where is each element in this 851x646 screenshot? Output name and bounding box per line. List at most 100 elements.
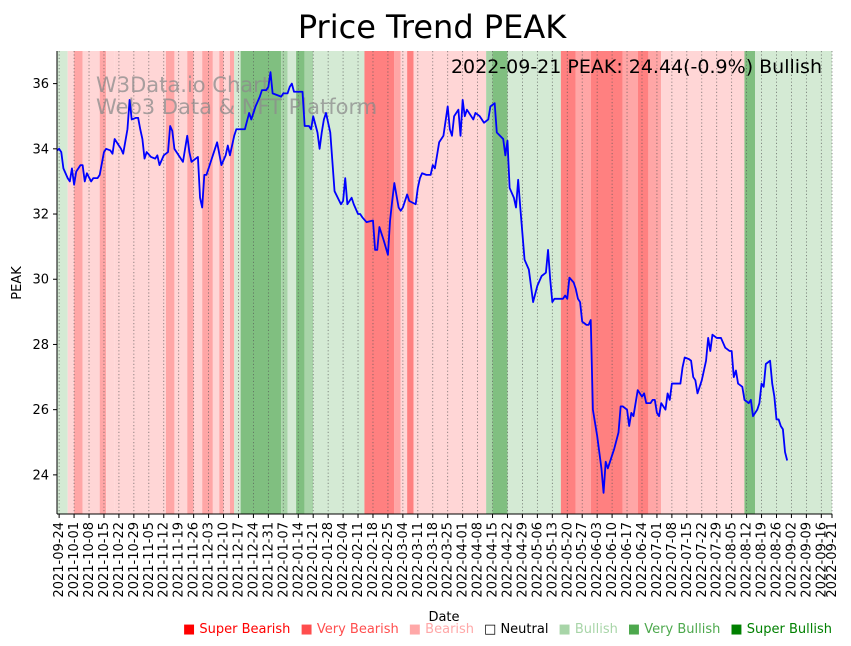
x-tick-label-2022-09-09: 2022-09-09 bbox=[799, 522, 814, 598]
x-tick-label-2022-08-05: 2022-08-05 bbox=[725, 522, 740, 598]
x-tick-label-2021-10-01: 2021-10-01 bbox=[67, 522, 82, 598]
x-tick-label-2022-03-04: 2022-03-04 bbox=[396, 522, 411, 598]
sentiment-band-2 bbox=[74, 51, 83, 514]
sentiment-band-3 bbox=[82, 51, 100, 514]
x-tick-label-2022-08-26: 2022-08-26 bbox=[769, 522, 784, 598]
x-tick-label-2022-07-29: 2022-07-29 bbox=[710, 522, 725, 598]
sentiment-band-32 bbox=[575, 51, 591, 514]
sentiment-band-26 bbox=[407, 51, 414, 514]
x-tick-label-2021-12-17: 2021-12-17 bbox=[231, 522, 246, 598]
sentiment-band-38 bbox=[744, 51, 756, 514]
y-tick-label-32: 32 bbox=[32, 208, 49, 223]
x-tick-label-2022-07-01: 2022-07-01 bbox=[650, 522, 665, 598]
x-tick-label-2021-11-05: 2021-11-05 bbox=[142, 522, 157, 598]
x-tick-label-2022-02-25: 2022-02-25 bbox=[381, 522, 396, 598]
watermark-line-1: W3Data.io Chart bbox=[96, 73, 270, 97]
sentiment-band-4 bbox=[99, 51, 107, 514]
chart-title: Price Trend PEAK bbox=[298, 8, 567, 46]
x-tick-label-2022-06-10: 2022-06-10 bbox=[605, 522, 620, 598]
sentiment-band-25 bbox=[400, 51, 408, 514]
x-tick-label-2022-09-21: 2022-09-21 bbox=[825, 522, 840, 598]
y-tick-label-34: 34 bbox=[32, 142, 49, 157]
x-tick-label-2022-01-28: 2022-01-28 bbox=[321, 522, 336, 598]
sentiment-band-36 bbox=[648, 51, 662, 514]
price-line bbox=[56, 71, 789, 494]
sentiment-band-39 bbox=[755, 51, 832, 514]
x-ticks: 2021-09-24 2021-10-01 2021-10-08 2021-10-15… bbox=[52, 514, 840, 598]
x-tick-label-2022-07-22: 2022-07-22 bbox=[695, 522, 710, 598]
sentiment-band-22 bbox=[313, 51, 365, 514]
x-tick-label-2022-02-18: 2022-02-18 bbox=[366, 522, 381, 598]
x-tick-label-2022-04-22: 2022-04-22 bbox=[500, 522, 515, 598]
legend-item-bullish: ■ Bullish bbox=[558, 622, 617, 637]
x-tick-label-2022-06-03: 2022-06-03 bbox=[590, 522, 605, 598]
legend-item-bearish: ■ Bearish bbox=[409, 622, 474, 637]
sentiment-band-16 bbox=[234, 51, 241, 514]
x-tick-label-2022-06-24: 2022-06-24 bbox=[635, 522, 650, 598]
sentiment-band-13 bbox=[219, 51, 224, 514]
x-tick-label-2021-10-22: 2021-10-22 bbox=[112, 522, 127, 598]
sentiment-band-1 bbox=[67, 51, 75, 514]
vertical-gridlines bbox=[58, 51, 833, 514]
x-tick-label-2022-04-29: 2022-04-29 bbox=[515, 522, 530, 598]
y-tick-label-26: 26 bbox=[32, 403, 49, 418]
legend: ■ Super Bullish ■ Very Bullish ■ Bullish □ … bbox=[183, 622, 832, 637]
sentiment-bands bbox=[57, 51, 832, 514]
x-tick-label-2022-06-17: 2022-06-17 bbox=[620, 522, 635, 598]
x-tick-label-2022-09-16: 2022-09-16 bbox=[814, 522, 829, 598]
x-tick-label-2021-10-15: 2021-10-15 bbox=[97, 522, 112, 598]
sentiment-band-19 bbox=[287, 51, 297, 514]
y-tick-label-36: 36 bbox=[32, 77, 49, 92]
x-tick-label-2022-05-27: 2022-05-27 bbox=[575, 522, 590, 598]
x-tick-label-2021-10-08: 2021-10-08 bbox=[82, 522, 97, 598]
x-tick-label-2022-04-01: 2022-04-01 bbox=[456, 522, 471, 598]
x-tick-label-2022-02-11: 2022-02-11 bbox=[351, 522, 366, 598]
sentiment-band-33 bbox=[590, 51, 623, 514]
x-tick-label-2021-11-26: 2021-11-26 bbox=[187, 522, 202, 598]
sentiment-band-35 bbox=[637, 51, 649, 514]
y-tick-label-24: 24 bbox=[32, 468, 49, 483]
sentiment-band-34 bbox=[622, 51, 638, 514]
plot-area: W3Data.io Chart Web3 Data & NFT Platform… bbox=[56, 51, 833, 514]
legend-item-very_bullish: ■ Very Bullish bbox=[628, 622, 720, 637]
sentiment-band-0 bbox=[57, 51, 68, 514]
sentiment-band-20 bbox=[296, 51, 305, 514]
x-tick-label-2022-03-11: 2022-03-11 bbox=[411, 522, 426, 598]
x-tick-label-2021-11-19: 2021-11-19 bbox=[172, 522, 187, 598]
x-tick-label-2022-07-08: 2022-07-08 bbox=[665, 522, 680, 598]
watermark-line-2: Web3 Data & NFT Platform bbox=[96, 95, 377, 119]
sentiment-band-7 bbox=[165, 51, 175, 514]
sentiment-band-12 bbox=[212, 51, 220, 514]
x-tick-label-2022-03-18: 2022-03-18 bbox=[426, 522, 441, 598]
sentiment-band-8 bbox=[174, 51, 188, 514]
x-tick-label-2022-05-06: 2022-05-06 bbox=[530, 522, 545, 598]
x-tick-label-2022-01-07: 2022-01-07 bbox=[276, 522, 291, 598]
legend-item-neutral: □ Neutral bbox=[484, 622, 548, 637]
legend-item-super_bearish: ■ Super Bearish bbox=[183, 622, 291, 637]
sentiment-band-5 bbox=[106, 51, 115, 514]
sentiment-band-24 bbox=[394, 51, 401, 514]
x-tick-label-2021-12-24: 2021-12-24 bbox=[246, 522, 261, 598]
sentiment-band-28 bbox=[486, 51, 493, 514]
y-axis-label: PEAK bbox=[10, 266, 25, 300]
sentiment-band-14 bbox=[223, 51, 230, 514]
sentiment-band-29 bbox=[492, 51, 508, 514]
sentiment-band-21 bbox=[304, 51, 314, 514]
x-tick-label-2021-09-24: 2021-09-24 bbox=[52, 522, 67, 598]
x-tick-label-2021-12-10: 2021-12-10 bbox=[217, 522, 232, 598]
x-tick-label-2021-12-03: 2021-12-03 bbox=[202, 522, 217, 598]
sentiment-band-18 bbox=[281, 51, 288, 514]
y-ticks: 24 26 28 30 32 34 36 bbox=[32, 77, 57, 483]
legend-item-super_bullish: ■ Super Bullish bbox=[730, 622, 832, 637]
x-tick-label-2021-10-29: 2021-10-29 bbox=[127, 522, 142, 598]
x-tick-label-2022-01-21: 2022-01-21 bbox=[306, 522, 321, 598]
x-tick-label-2021-11-12: 2021-11-12 bbox=[157, 522, 172, 598]
x-tick-label-2022-05-13: 2022-05-13 bbox=[545, 522, 560, 598]
x-tick-label-2022-09-02: 2022-09-02 bbox=[784, 522, 799, 598]
sentiment-band-6 bbox=[114, 51, 166, 514]
sentiment-band-30 bbox=[507, 51, 561, 514]
x-tick-label-2022-05-20: 2022-05-20 bbox=[560, 522, 575, 598]
x-tick-label-2022-07-15: 2022-07-15 bbox=[680, 522, 695, 598]
